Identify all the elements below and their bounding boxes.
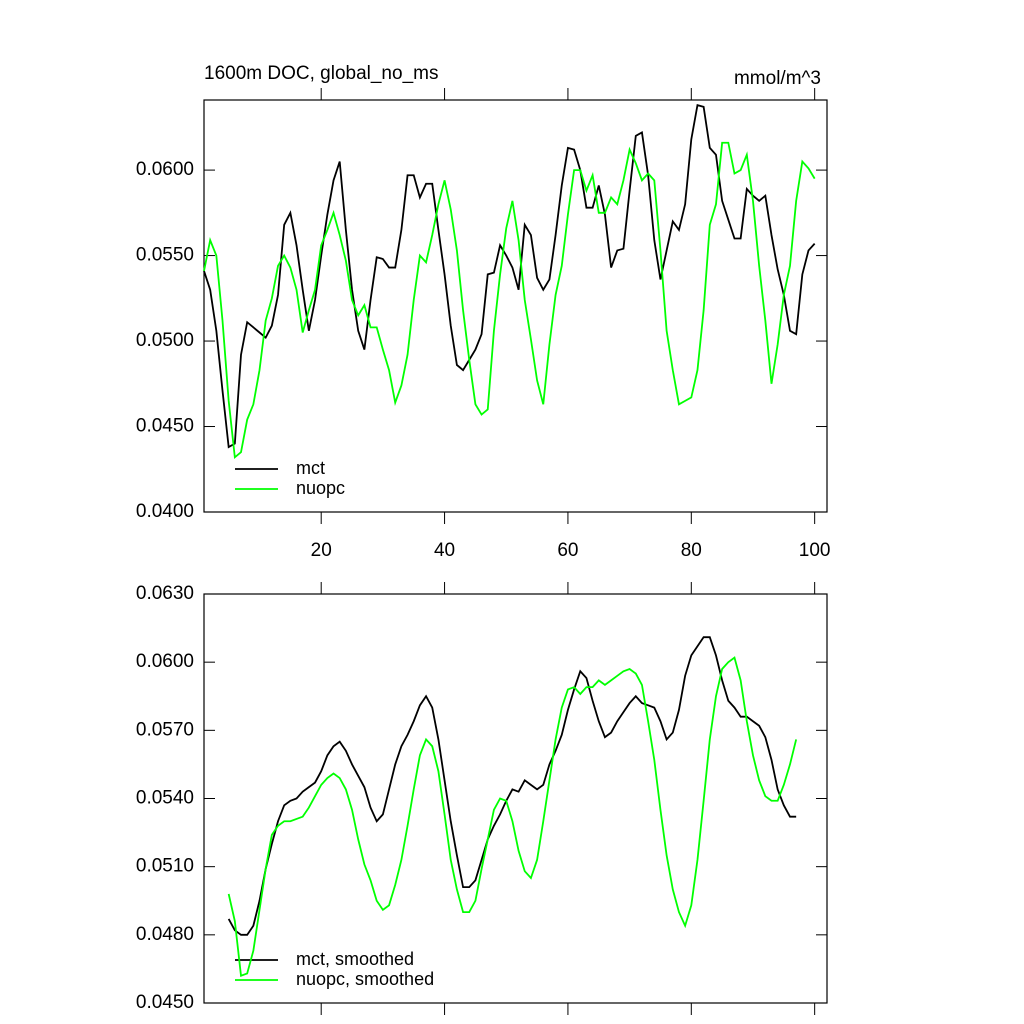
x-tick-label: 60 <box>557 540 578 561</box>
legend-label: mct <box>296 458 325 478</box>
units-label: mmol/m^3 <box>734 68 821 89</box>
x-tick-label: 40 <box>434 540 455 561</box>
series-line <box>227 656 798 977</box>
x-tick-label: 80 <box>681 540 702 561</box>
y-tick-label: 0.0630 <box>136 583 194 604</box>
y-tick-label: 0.0450 <box>136 992 194 1013</box>
plot-frame <box>203 99 828 513</box>
y-tick-label: 0.0570 <box>136 719 194 740</box>
series-line <box>203 141 816 460</box>
y-tick-label: 0.0540 <box>136 788 194 809</box>
series-line <box>203 103 816 449</box>
y-tick-label: 0.0480 <box>136 924 194 945</box>
legend-label: nuopc <box>296 478 345 498</box>
legend-label: nuopc, smoothed <box>296 969 434 989</box>
y-tick-label: 0.0600 <box>136 651 194 672</box>
y-tick-label: 0.0400 <box>136 501 194 522</box>
legend-label: mct, smoothed <box>296 949 414 969</box>
x-tick-label: 100 <box>799 540 831 561</box>
chart-title: 1600m DOC, global_no_ms <box>204 63 438 84</box>
y-tick-label: 0.0600 <box>136 159 194 180</box>
y-tick-label: 0.0550 <box>136 245 194 266</box>
y-tick-label: 0.0500 <box>136 330 194 351</box>
y-tick-label: 0.0450 <box>136 416 194 437</box>
series-line <box>227 636 797 936</box>
x-tick-label: 20 <box>311 540 332 561</box>
y-tick-label: 0.0510 <box>136 856 194 877</box>
